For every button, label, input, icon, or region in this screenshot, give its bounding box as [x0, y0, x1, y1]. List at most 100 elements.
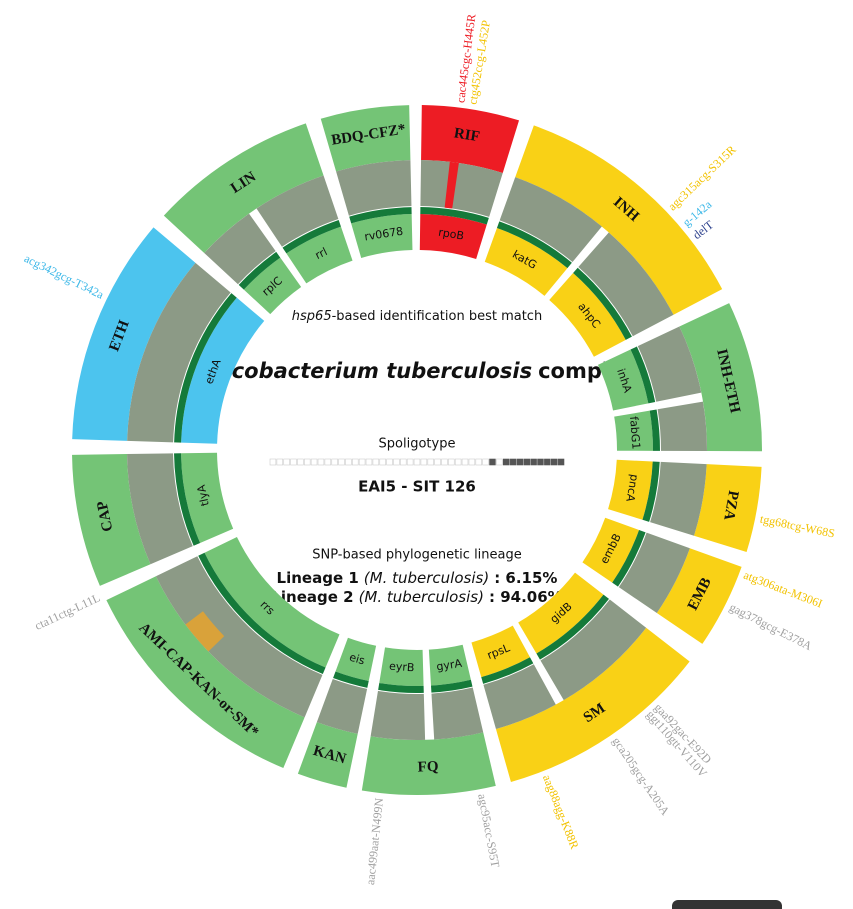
spacer: [386, 458, 393, 466]
gene-label: rv0678: [363, 225, 404, 244]
identification-text: -based identification best match: [332, 309, 543, 324]
spacer: [427, 458, 434, 466]
coverage-region: [657, 401, 707, 452]
lineage-line: Lineage 2 (M. tuberculosis) : 94.06%: [271, 588, 562, 606]
spacer: [345, 458, 352, 466]
lineage-percent: : 6.15%: [494, 569, 557, 587]
gene-label: eis: [348, 651, 367, 668]
mutation-label: gca205gcg-A205A: [609, 734, 672, 818]
spacer: [372, 458, 380, 466]
coverage-region: [127, 262, 231, 443]
spacer: [297, 458, 304, 466]
mutation-label: tgg68tcg-W68S: [759, 512, 836, 541]
spacer: [290, 458, 297, 466]
coverage-region: [316, 678, 368, 734]
gene-track: [349, 207, 412, 224]
coverage-region: [256, 175, 339, 247]
coverage-region: [127, 453, 193, 565]
spacer: [352, 458, 359, 466]
spacer: [475, 458, 482, 466]
lineage-label: Lineage 2: [271, 588, 353, 606]
spacer: [324, 458, 332, 466]
spacer: [269, 458, 277, 466]
gene-box: [286, 226, 353, 284]
spacer: [338, 458, 345, 466]
gene-label: fabG1: [627, 416, 643, 450]
spacer: [530, 458, 537, 466]
spacer: [454, 458, 462, 466]
gene-box: [419, 214, 487, 259]
gene-track: [420, 207, 489, 225]
gene-track: [174, 293, 237, 443]
gene-label: eyrB: [389, 660, 415, 675]
gene-track: [630, 346, 656, 404]
spacer: [496, 458, 503, 466]
coverage-region: [637, 326, 702, 402]
lineage-title: SNP-based phylogenetic lineage: [312, 548, 522, 563]
gene-track: [198, 552, 326, 675]
drug-band: [297, 722, 358, 788]
spacer: [310, 458, 318, 466]
spacer: [441, 458, 448, 466]
gene-box: [335, 637, 377, 682]
gene-box: [181, 452, 234, 543]
gene-box: [428, 644, 471, 686]
spacer: [550, 458, 558, 466]
gene-box: [471, 625, 530, 678]
coverage-region: [155, 556, 323, 718]
lineage-percent: : 94.06%: [489, 588, 563, 606]
organism: Mycobacterium tuberculosis: [197, 359, 532, 383]
coverage-region: [336, 160, 412, 216]
identification-line: hsp65-based identification best match: [292, 309, 542, 324]
gene-track: [536, 594, 610, 660]
drug-band: [72, 454, 151, 586]
mutation-label: aag88agg-K88R: [540, 773, 582, 851]
gene-box: [243, 257, 302, 315]
gene-box: [181, 297, 265, 444]
mutation-label: acg342gcg-T342a: [22, 251, 107, 302]
spacer: [434, 458, 441, 466]
spacer: [537, 458, 544, 466]
gene-box: [379, 647, 424, 686]
spacer: [509, 458, 517, 466]
lineage-label: Lineage 1: [277, 569, 359, 587]
variant-highlight: [444, 161, 459, 209]
spacer: [283, 458, 290, 466]
mutation-label: cta11ctg-L11L: [32, 590, 102, 632]
lineage-line: Lineage 1 (M. tuberculosis) : 6.15%: [277, 569, 558, 587]
mutation-label: aac499aat-N499N: [363, 797, 386, 886]
gene-track: [282, 219, 341, 254]
coverage-region: [431, 687, 484, 740]
spacer: [448, 458, 455, 466]
coverage-region: [204, 213, 276, 285]
drug-label: PZA: [720, 489, 741, 521]
gene-box: [484, 227, 568, 296]
drug-band: [421, 105, 520, 173]
coverage-region: [499, 177, 602, 262]
drug-label: FQ: [417, 759, 439, 776]
organism-line: Mycobacterium tuberculosis complex: [197, 359, 637, 383]
lineage-species: (M. tuberculosis): [359, 588, 484, 606]
spacer: [365, 458, 373, 466]
gene-label: pncA: [623, 473, 641, 503]
lineage-species: (M. tuberculosis): [364, 569, 489, 587]
gene-box: [204, 537, 340, 668]
gene-track: [649, 409, 660, 451]
spacer: [331, 458, 338, 466]
drug-band: [694, 464, 762, 553]
spacer: [516, 458, 524, 466]
variant-highlight: [185, 611, 225, 652]
gene-label: rrl: [313, 245, 329, 262]
drug-band: [656, 548, 742, 644]
gene-track: [378, 682, 424, 693]
spacer: [557, 458, 565, 466]
spacer: [276, 458, 284, 466]
spacer: [358, 458, 366, 466]
gene-box: [549, 272, 626, 357]
corner-button[interactable]: [672, 900, 782, 909]
gene-track: [238, 251, 281, 290]
spacer: [393, 458, 400, 466]
gene-track: [612, 529, 646, 587]
